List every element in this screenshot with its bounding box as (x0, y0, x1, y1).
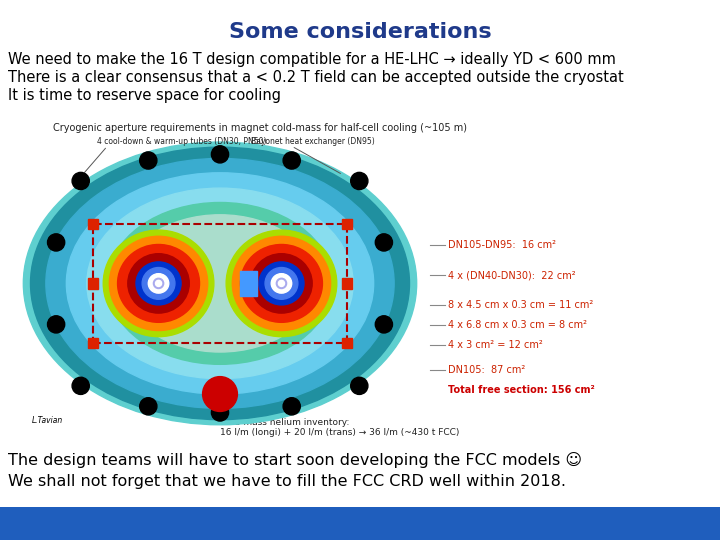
Ellipse shape (142, 267, 175, 299)
Circle shape (351, 172, 368, 190)
Text: The design teams will have to start soon developing the FCC models ☺: The design teams will have to start soon… (8, 452, 582, 468)
Text: We shall not forget that we have to fill the FCC CRD well within 2018.: We shall not forget that we have to fill… (8, 474, 566, 489)
Bar (240, 271, 257, 296)
Bar (342, 219, 352, 229)
Text: 4 x 6.8 cm x 0.3 cm = 8 cm²: 4 x 6.8 cm x 0.3 cm = 8 cm² (448, 320, 587, 330)
Circle shape (48, 316, 65, 333)
Ellipse shape (251, 254, 312, 313)
Text: Total free section: 156 cm²: Total free section: 156 cm² (448, 385, 595, 395)
Ellipse shape (259, 262, 304, 305)
Circle shape (140, 398, 157, 415)
Text: Some considerations: Some considerations (229, 22, 491, 42)
Circle shape (153, 278, 163, 288)
Ellipse shape (240, 245, 323, 322)
Circle shape (48, 234, 65, 251)
Circle shape (375, 316, 392, 333)
Text: DN105:  87 cm²: DN105: 87 cm² (448, 365, 526, 375)
Ellipse shape (103, 230, 214, 336)
Text: 8 x 4.5 cm x 0.3 cm = 11 cm²: 8 x 4.5 cm x 0.3 cm = 11 cm² (448, 300, 593, 310)
Circle shape (279, 280, 284, 287)
Text: DN105-DN95:  16 cm²: DN105-DN95: 16 cm² (448, 240, 556, 250)
Ellipse shape (148, 274, 168, 293)
Bar (342, 278, 352, 288)
Ellipse shape (265, 267, 298, 299)
Ellipse shape (226, 230, 337, 336)
Bar (93, 224, 347, 343)
Bar (88, 219, 98, 229)
Text: Cryogenic aperture requirements in magnet cold-mass for half-cell cooling (~105 : Cryogenic aperture requirements in magne… (53, 123, 467, 133)
Circle shape (212, 404, 229, 421)
Circle shape (283, 152, 300, 169)
Circle shape (351, 377, 368, 394)
Circle shape (375, 234, 392, 251)
Text: It is time to reserve space for cooling: It is time to reserve space for cooling (8, 88, 281, 103)
Ellipse shape (128, 254, 189, 313)
Circle shape (283, 398, 300, 415)
Text: There is a clear consensus that a < 0.2 T field can be accepted outside the cryo: There is a clear consensus that a < 0.2 … (8, 70, 624, 85)
Text: 4 x (DN40-DN30):  22 cm²: 4 x (DN40-DN30): 22 cm² (448, 270, 575, 280)
Text: L.Tavian: L.Tavian (32, 416, 63, 425)
Ellipse shape (117, 245, 199, 322)
Text: 4 cool-down & warm-up tubes (DN30, PN50): 4 cool-down & warm-up tubes (DN30, PN50) (97, 137, 266, 146)
Ellipse shape (136, 262, 181, 305)
Text: Some considerations following the FCC week 2017 in Berlin: Some considerations following the FCC we… (194, 518, 526, 528)
Circle shape (72, 172, 89, 190)
Circle shape (202, 376, 238, 411)
Ellipse shape (233, 237, 330, 330)
Text: Bayonet heat exchanger (DN95): Bayonet heat exchanger (DN95) (251, 137, 374, 146)
Bar (0, 507, 720, 540)
Bar (88, 278, 98, 288)
Ellipse shape (107, 202, 333, 364)
Ellipse shape (23, 142, 417, 425)
Ellipse shape (271, 274, 292, 293)
Circle shape (276, 278, 287, 288)
Ellipse shape (122, 215, 318, 352)
Text: We need to make the 16 T design compatible for a HE-LHC → ideally YD < 600 mm: We need to make the 16 T design compatib… (8, 52, 616, 67)
Bar (88, 338, 98, 348)
Ellipse shape (109, 237, 207, 330)
Text: Cold-mass helium inventory:: Cold-mass helium inventory: (220, 418, 349, 427)
Ellipse shape (87, 188, 353, 379)
Ellipse shape (30, 147, 410, 420)
Circle shape (72, 377, 89, 394)
Ellipse shape (46, 158, 394, 408)
Circle shape (156, 280, 161, 287)
Circle shape (212, 146, 229, 163)
Text: Davide Tommasini: Davide Tommasini (8, 518, 110, 528)
Text: 4 x 3 cm² = 12 cm²: 4 x 3 cm² = 12 cm² (448, 340, 543, 350)
Circle shape (140, 152, 157, 169)
Bar (342, 338, 352, 348)
Ellipse shape (66, 173, 374, 394)
Text: 20 June  2017: 20 June 2017 (635, 518, 712, 528)
Text: 16 l/m (longi) + 20 l/m (trans) → 36 l/m (~430 t FCC): 16 l/m (longi) + 20 l/m (trans) → 36 l/m… (220, 428, 459, 437)
